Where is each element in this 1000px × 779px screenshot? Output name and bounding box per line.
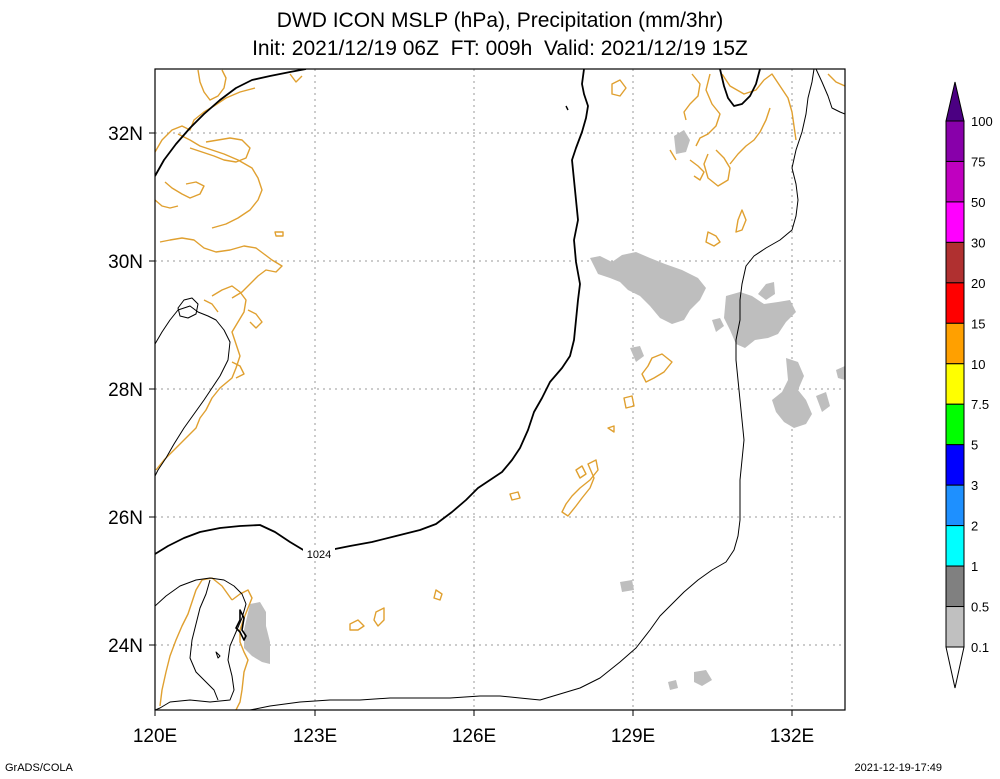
map-area: 1024 120E 123E 126E 129E 132E 24N 26N 28… <box>108 68 846 747</box>
isobars <box>155 69 845 710</box>
colorbar-label-100: 100 <box>971 114 993 129</box>
colorbar-bottom-arrow <box>945 646 965 689</box>
x-tick-marks <box>149 132 793 716</box>
colorbar-swatch-7-5 <box>945 403 965 446</box>
colorbar-label-1: 1 <box>971 559 978 574</box>
chart-title-line2: Init: 2021/12/19 06Z FT: 009h Valid: 202… <box>252 37 748 60</box>
y-tick-label-26n: 26N <box>108 508 143 529</box>
colorbar-label-0-5: 0.5 <box>971 600 989 615</box>
colorbar-label-50: 50 <box>971 195 985 210</box>
colorbar <box>945 81 965 689</box>
x-tick-label-120e: 120E <box>133 726 177 747</box>
colorbar-label-3: 3 <box>971 478 978 493</box>
colorbar-swatch-5 <box>945 444 965 486</box>
colorbar-label-15: 15 <box>971 316 985 331</box>
colorbar-swatch-50 <box>945 201 965 243</box>
colorbar-label-10: 10 <box>971 357 985 372</box>
colorbar-swatch-15 <box>945 322 965 365</box>
colorbar-swatch-75 <box>945 160 965 203</box>
isobar-label-bg <box>303 547 335 561</box>
x-tick-label-129e: 129E <box>611 726 655 747</box>
coastlines <box>155 69 845 710</box>
y-tick-label-28n: 28N <box>108 380 143 401</box>
isobar-1022 <box>155 305 231 477</box>
colorbar-label-7-5: 7.5 <box>971 397 989 412</box>
isobar-1024-north <box>719 69 761 107</box>
colorbar-labels: 100 75 50 30 20 15 10 7.5 5 3 2 1 0.5 0.… <box>971 114 993 655</box>
x-tick-label-123e: 123E <box>293 726 337 747</box>
colorbar-top-arrow <box>945 81 965 122</box>
x-tick-label-126e: 126E <box>452 726 496 747</box>
colorbar-swatch-100 <box>945 120 965 162</box>
isobar-1024-main <box>155 69 589 555</box>
footer-timestamp: 2021-12-19-17:49 <box>854 762 942 774</box>
colorbar-label-5: 5 <box>971 438 978 453</box>
colorbar-label-75: 75 <box>971 154 985 169</box>
colorbar-label-2: 2 <box>971 519 978 534</box>
x-tick-label-132e: 132E <box>770 726 814 747</box>
chart-title-line1: DWD ICON MSLP (hPa), Precipitation (mm/3… <box>276 9 724 32</box>
colorbar-swatch-30 <box>945 241 965 284</box>
y-tick-label-30n: 30N <box>108 252 143 273</box>
colorbar-swatch-20 <box>945 282 965 324</box>
colorbar-swatch-2 <box>945 525 965 567</box>
colorbar-swatch-10 <box>945 363 965 405</box>
precipitation-areas <box>244 130 845 690</box>
y-tick-label-24n: 24N <box>108 636 143 657</box>
colorbar-swatch-3 <box>945 484 965 527</box>
colorbar-label-0-1: 0.1 <box>971 640 989 655</box>
colorbar-label-30: 30 <box>971 235 985 250</box>
colorbar-swatch-1 <box>945 565 965 608</box>
isobar-label: 1024 <box>307 549 331 561</box>
y-tick-label-32n: 32N <box>108 124 143 145</box>
isobar-1024 <box>155 69 307 177</box>
footer-software-credit: GrADS/COLA <box>5 762 73 774</box>
colorbar-swatch-0-5 <box>945 606 965 648</box>
colorbar-label-20: 20 <box>971 276 985 291</box>
